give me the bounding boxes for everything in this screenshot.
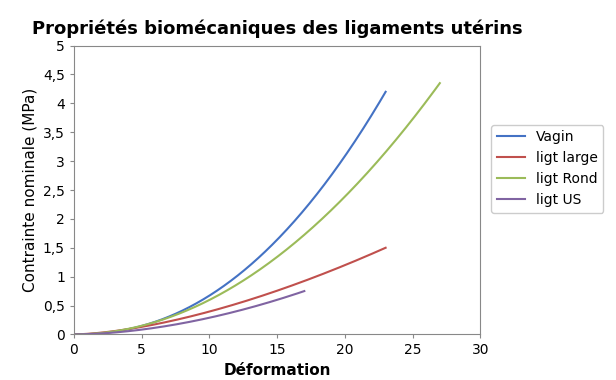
ligt Rond — [370, 163, 378, 168]
Vagin — [382, 90, 389, 94]
ligt Rond — [436, 81, 444, 86]
Line: ligt Rond: ligt Rond — [74, 83, 440, 334]
X-axis label: Déformation: Déformation — [224, 363, 331, 378]
Vagin — [256, 255, 263, 259]
ligt large — [326, 269, 333, 274]
ligt US — [180, 321, 187, 325]
ligt large — [256, 294, 263, 299]
Line: ligt large: ligt large — [74, 248, 386, 334]
Vagin — [70, 332, 78, 337]
Y-axis label: Contrainte nominale (MPa): Contrainte nominale (MPa) — [22, 88, 38, 292]
ligt Rond — [244, 276, 251, 280]
ligt US — [259, 302, 267, 306]
ligt US — [70, 332, 78, 337]
Line: Vagin: Vagin — [74, 92, 386, 334]
ligt Rond — [70, 332, 78, 337]
Vagin — [375, 102, 382, 107]
Legend: Vagin, ligt large, ligt Rond, ligt US: Vagin, ligt large, ligt Rond, ligt US — [492, 125, 603, 213]
Vagin — [220, 283, 227, 288]
ligt Rond — [269, 258, 276, 263]
ligt large — [239, 300, 246, 304]
ligt Rond — [246, 274, 254, 279]
ligt Rond — [288, 243, 296, 248]
ligt large — [218, 306, 225, 310]
ligt large — [375, 249, 382, 253]
ligt US — [208, 315, 215, 320]
Vagin — [239, 269, 246, 274]
ligt US — [301, 289, 308, 293]
ligt large — [220, 305, 227, 310]
Title: Propriétés biomécaniques des ligaments utérins: Propriétés biomécaniques des ligaments u… — [32, 20, 522, 38]
Vagin — [326, 176, 333, 180]
ligt large — [382, 245, 389, 250]
ligt US — [181, 320, 188, 325]
ligt US — [195, 318, 202, 322]
ligt large — [70, 332, 78, 337]
ligt US — [295, 291, 302, 295]
Vagin — [218, 285, 225, 290]
ligt Rond — [428, 93, 435, 97]
Line: ligt US: ligt US — [74, 291, 304, 334]
